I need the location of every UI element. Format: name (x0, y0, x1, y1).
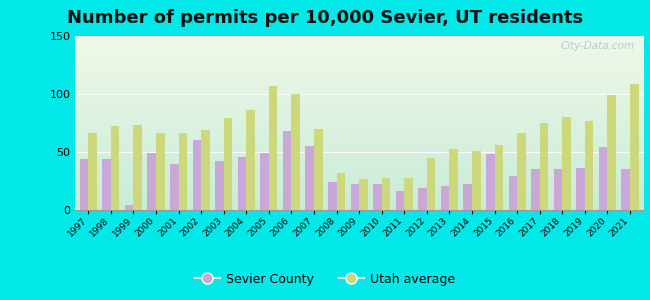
Bar (125, 206, 133, 210)
Bar (540, 123, 548, 210)
Bar (102, 159, 111, 210)
Bar (382, 178, 390, 210)
Bar (472, 151, 480, 210)
Bar (179, 134, 187, 210)
Bar (517, 134, 526, 210)
Bar (607, 95, 616, 210)
Bar (621, 169, 630, 210)
Bar (630, 84, 638, 210)
Bar (269, 86, 278, 210)
Bar (260, 153, 269, 210)
Text: City-Data.com: City-Data.com (561, 41, 635, 51)
Bar (192, 140, 201, 210)
Bar (495, 145, 503, 210)
Bar (508, 176, 517, 210)
Bar (449, 148, 458, 210)
Bar (373, 184, 382, 210)
Bar (337, 173, 345, 210)
Bar (88, 134, 97, 210)
Bar (148, 153, 156, 210)
Bar (224, 118, 232, 210)
Bar (404, 178, 413, 210)
Bar (201, 130, 210, 210)
Bar (427, 158, 436, 210)
Bar (585, 121, 593, 210)
Bar (350, 184, 359, 210)
Bar (133, 125, 142, 210)
Bar (111, 127, 120, 210)
Bar (291, 94, 300, 210)
Bar (314, 129, 322, 210)
Bar (554, 169, 562, 210)
Bar (562, 117, 571, 210)
Bar (463, 184, 472, 210)
Bar (531, 169, 540, 210)
Bar (441, 186, 449, 210)
Bar (170, 164, 179, 210)
Bar (418, 188, 427, 210)
Bar (359, 179, 368, 210)
Bar (238, 157, 246, 210)
Text: Number of permits per 10,000 Sevier, UT residents: Number of permits per 10,000 Sevier, UT … (67, 9, 583, 27)
Bar (486, 154, 495, 210)
Bar (80, 159, 88, 210)
Bar (599, 147, 607, 210)
Bar (306, 146, 314, 210)
Bar (577, 168, 585, 210)
Bar (328, 182, 337, 210)
Bar (156, 134, 164, 210)
Bar (396, 191, 404, 210)
Bar (246, 110, 255, 210)
Bar (283, 131, 291, 210)
Legend: Sevier County, Utah average: Sevier County, Utah average (190, 268, 460, 291)
Bar (215, 161, 224, 210)
